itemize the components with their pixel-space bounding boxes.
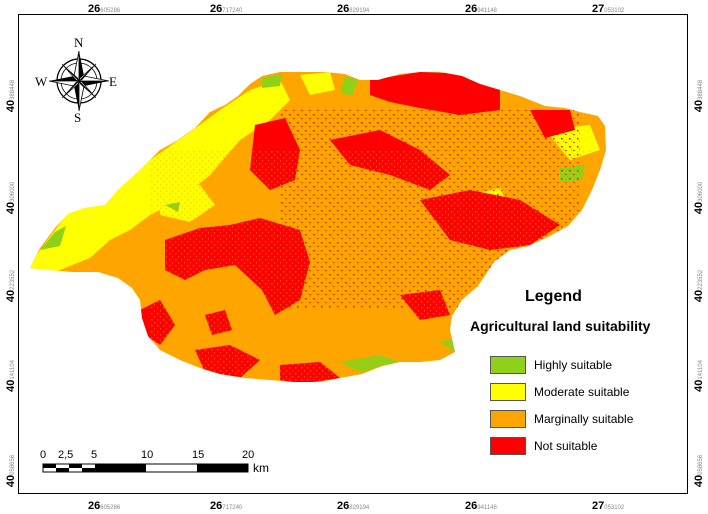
scale-unit: km — [253, 461, 269, 475]
legend-item-highly: Highly suitable — [490, 356, 690, 376]
left-tick-5: 40058656 — [5, 454, 17, 488]
legend-item-not: Not suitable — [490, 437, 690, 457]
legend-label-moderate: Moderate suitable — [534, 385, 630, 399]
scale-label-0: 0 — [40, 449, 47, 461]
bottom-tick-1: 26605286 — [88, 500, 121, 512]
left-tick-2: 40306000 — [5, 181, 17, 215]
top-tick-3: 26829194 — [337, 3, 370, 15]
legend-item-moderate: Moderate suitable — [490, 383, 690, 403]
scale-label-4: 15 — [192, 449, 205, 461]
compass-w: W — [35, 74, 48, 89]
right-tick-5: 40058656 — [693, 454, 705, 488]
map-frame — [18, 14, 688, 494]
highly-suitable-zone — [40, 226, 66, 250]
legend-swatch-highly — [490, 356, 526, 374]
left-tick-3: 40223552 — [5, 269, 17, 303]
top-tick-4: 26941148 — [465, 3, 497, 15]
legend-label-highly: Highly suitable — [534, 358, 613, 372]
right-tick-1: 40388448 — [693, 79, 705, 113]
top-tick-2: 26717240 — [210, 3, 243, 15]
left-tick-1: 40388448 — [5, 79, 17, 113]
top-tick-1: 26605286 — [88, 3, 121, 15]
right-tick-2: 40306000 — [693, 181, 705, 215]
bottom-tick-3: 26829194 — [337, 500, 370, 512]
compass-rose-icon — [48, 50, 110, 112]
legend-subtitle: Agricultural land suitability — [470, 318, 651, 334]
scale-label-3: 10 — [141, 449, 154, 461]
right-tick-4: 40141104 — [693, 360, 705, 392]
scale-label-2: 5 — [91, 449, 98, 461]
scale-bar — [42, 463, 249, 473]
top-tick-5: 27053102 — [592, 3, 625, 15]
legend-item-marginal: Marginally suitable — [490, 410, 690, 430]
compass-e: E — [109, 74, 117, 89]
legend-swatch-marginal — [490, 410, 526, 428]
bottom-tick-5: 27053102 — [592, 500, 625, 512]
not-suitable-zone — [370, 72, 500, 115]
legend-title: Legend — [525, 288, 582, 305]
legend-swatch-not — [490, 437, 526, 455]
compass-n: N — [74, 35, 84, 50]
bottom-tick-2: 26717240 — [210, 500, 243, 512]
legend-swatch-moderate — [490, 383, 526, 401]
legend-label-marginal: Marginally suitable — [534, 412, 634, 426]
left-tick-4: 40141104 — [5, 360, 17, 392]
scale-label-1: 2,5 — [58, 449, 74, 461]
legend-label-not: Not suitable — [534, 439, 598, 453]
compass-s: S — [74, 110, 82, 125]
right-tick-3: 40223552 — [693, 269, 705, 303]
scale-label-5: 20 — [242, 449, 255, 461]
bottom-tick-4: 26941148 — [465, 500, 497, 512]
